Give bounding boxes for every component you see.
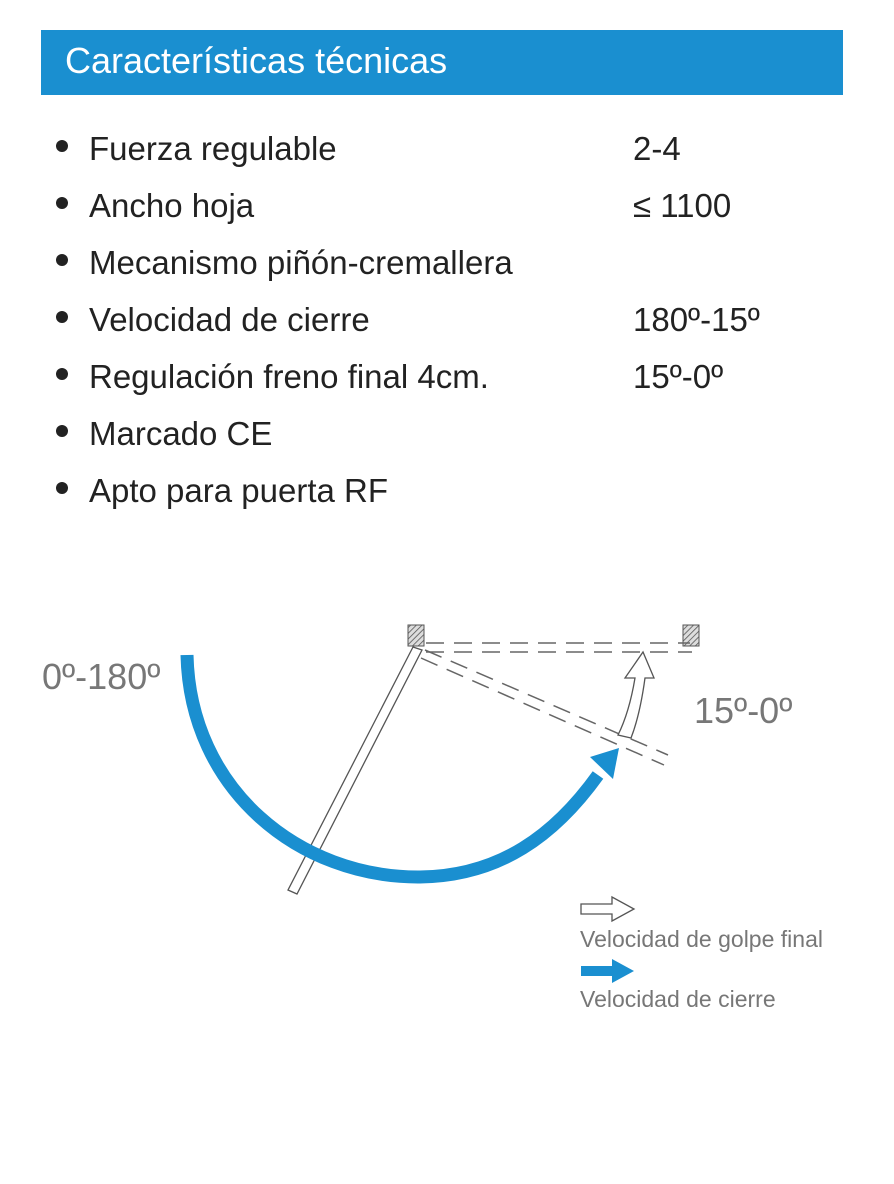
spec-label: Marcado CE (89, 415, 273, 452)
legend-outline-arrow-icon (580, 895, 636, 923)
angle-label-closing: 0º-180º (42, 656, 161, 697)
spec-label: Ancho hoja (89, 187, 255, 224)
hinge-icon (407, 624, 425, 647)
spec-label: Fuerza regulable (89, 130, 337, 167)
bullet-icon (56, 311, 68, 323)
spec-item: Regulación freno final 4cm. 15º-0º (0, 354, 894, 395)
spec-value: 15º-0º (633, 358, 724, 395)
final-latch-arrow (617, 650, 655, 739)
bullet-icon (56, 425, 68, 437)
legend-label-final: Velocidad de golpe final (580, 926, 823, 952)
spec-label: Regulación freno final 4cm. (89, 358, 489, 395)
spec-item: Fuerza regulable 2-4 (0, 126, 894, 167)
open-door-leaf (287, 646, 423, 895)
spec-value: 2-4 (633, 130, 681, 167)
spec-item: Mecanismo piñón-cremallera (0, 240, 894, 281)
bullet-icon (56, 197, 68, 209)
angle-label-final: 15º-0º (694, 690, 793, 731)
legend-blue-arrow-icon (581, 959, 634, 983)
spec-label: Apto para puerta RF (89, 472, 388, 509)
bullet-icon (56, 140, 68, 152)
spec-label: Mecanismo piñón-cremallera (89, 244, 513, 281)
legend-label-closing: Velocidad de cierre (580, 986, 776, 1012)
closed-door-dashed (420, 642, 692, 766)
frame-icon (682, 624, 700, 647)
spec-value: 180º-15º (633, 301, 760, 338)
spec-item: Ancho hoja ≤ 1100 (0, 183, 894, 224)
spec-item: Velocidad de cierre 180º-15º (0, 297, 894, 338)
section-title: Características técnicas (65, 40, 448, 81)
spec-item: Marcado CE (0, 411, 894, 452)
bullet-icon (56, 482, 68, 494)
closing-arrowhead (590, 748, 619, 779)
spec-label: Velocidad de cierre (89, 301, 370, 338)
bullet-icon (56, 254, 68, 266)
spec-value: ≤ 1100 (633, 187, 732, 224)
section-header: Características técnicas (41, 30, 843, 95)
closing-speed-arc (180, 654, 604, 884)
bullet-icon (56, 368, 68, 380)
spec-item: Apto para puerta RF (0, 468, 894, 509)
